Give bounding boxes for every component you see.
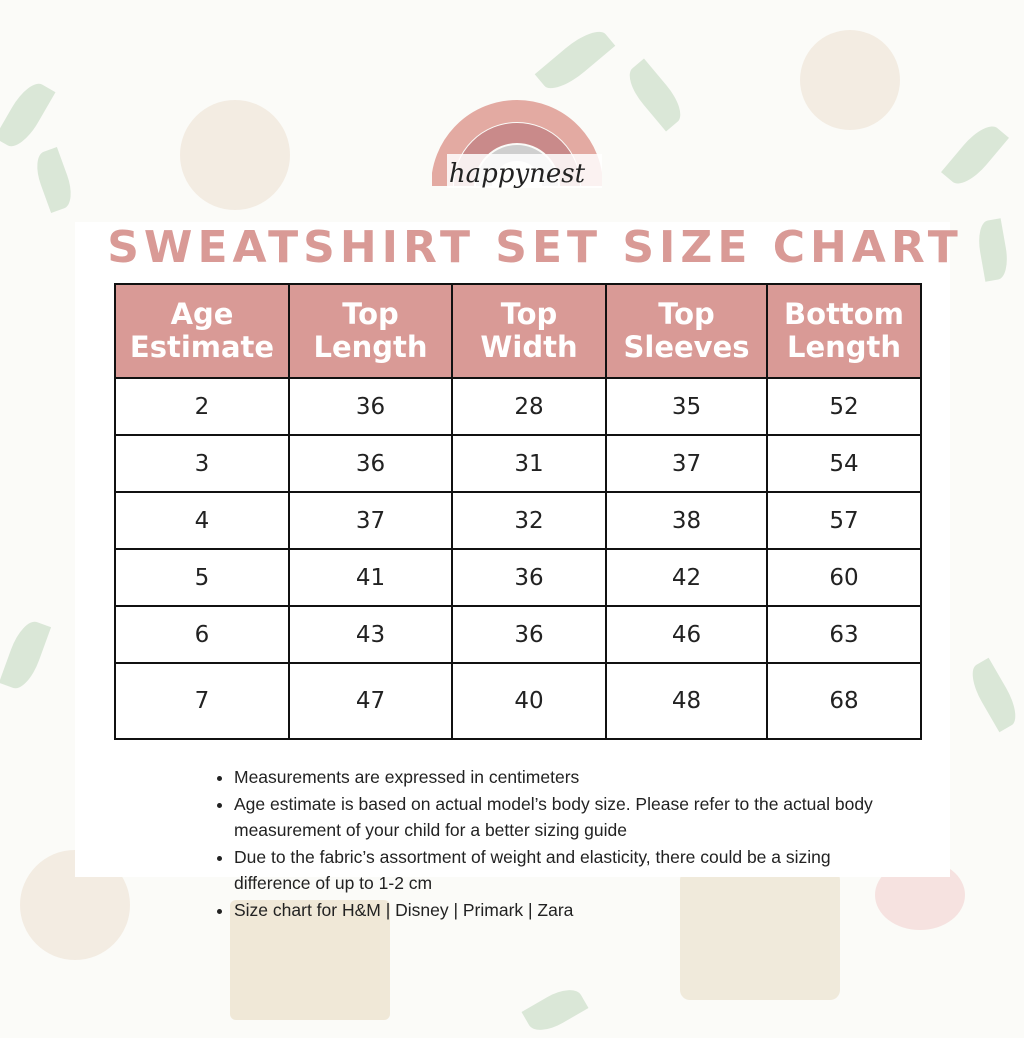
cell: 43 xyxy=(288,605,453,664)
cell: 48 xyxy=(605,662,768,740)
header-age-estimate: Age Estimate xyxy=(114,283,290,379)
cell: 38 xyxy=(605,491,768,550)
cell: 36 xyxy=(451,548,607,607)
header-bottom-length: Bottom Length xyxy=(766,283,922,379)
page-title: SWEATSHIRT SET SIZE CHART xyxy=(107,222,963,273)
svg-text:happynest: happynest xyxy=(449,159,586,189)
cell: 35 xyxy=(605,377,768,436)
cell: 36 xyxy=(288,377,453,436)
cell: 4 xyxy=(114,491,290,550)
cell: 60 xyxy=(766,548,922,607)
cell: 46 xyxy=(605,605,768,664)
table-row: 6 43 36 46 63 xyxy=(114,605,922,664)
cell: 2 xyxy=(114,377,290,436)
happynest-logo: happynest xyxy=(431,66,603,206)
size-chart-table: Age Estimate Top Length Top Width Top Sleeve… xyxy=(114,283,922,740)
cell: 37 xyxy=(605,434,768,493)
note-item: Size chart for H&M | Disney | Primark | … xyxy=(234,897,894,924)
header-top-length: Top Length xyxy=(288,283,453,379)
header-top-sleeves: Top Sleeves xyxy=(605,283,768,379)
cell: 63 xyxy=(766,605,922,664)
notes-list: Measurements are expressed in centimeter… xyxy=(214,764,894,923)
cell: 31 xyxy=(451,434,607,493)
table-row: 3 36 31 37 54 xyxy=(114,434,922,493)
table-header-row: Age Estimate Top Length Top Width Top Sleeve… xyxy=(114,283,922,379)
cell: 57 xyxy=(766,491,922,550)
cell: 28 xyxy=(451,377,607,436)
cell: 42 xyxy=(605,548,768,607)
cell: 5 xyxy=(114,548,290,607)
cell: 40 xyxy=(451,662,607,740)
cell: 37 xyxy=(288,491,453,550)
table-row: 2 36 28 35 52 xyxy=(114,377,922,436)
header-top-width: Top Width xyxy=(451,283,607,379)
table-row: 4 37 32 38 57 xyxy=(114,491,922,550)
cell: 54 xyxy=(766,434,922,493)
note-item: Measurements are expressed in centimeter… xyxy=(234,764,894,791)
cell: 7 xyxy=(114,662,290,740)
cell: 52 xyxy=(766,377,922,436)
cell: 47 xyxy=(288,662,453,740)
note-item: Due to the fabric’s assortment of weight… xyxy=(234,844,894,897)
cell: 36 xyxy=(451,605,607,664)
cell: 32 xyxy=(451,491,607,550)
cell: 36 xyxy=(288,434,453,493)
cell: 6 xyxy=(114,605,290,664)
note-item: Age estimate is based on actual model’s … xyxy=(234,791,894,844)
cell: 41 xyxy=(288,548,453,607)
cell: 68 xyxy=(766,662,922,740)
table-row: 5 41 36 42 60 xyxy=(114,548,922,607)
table-row: 7 47 40 48 68 xyxy=(114,662,922,740)
cell: 3 xyxy=(114,434,290,493)
